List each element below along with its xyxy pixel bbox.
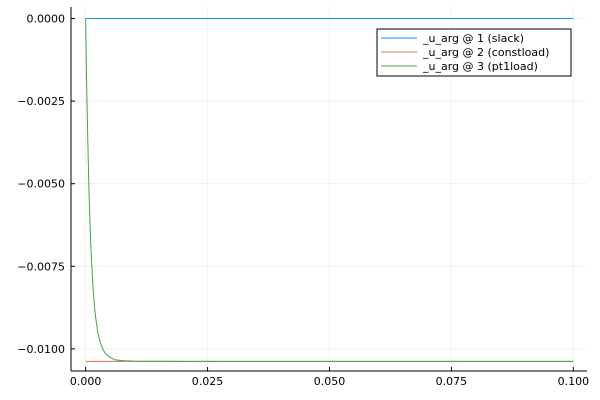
y-tick-label: −0.0050 [17,178,65,191]
x-tick-label: 0.000 [70,375,102,388]
legend-label-3: _u_arg @ 3 (pt1load) [422,60,538,73]
x-tick-label: 0.050 [314,375,346,388]
series-line-3 [85,18,574,362]
y-tick-label: −0.0075 [17,260,65,273]
legend-label-2: _u_arg @ 2 (constload) [422,46,549,59]
x-tick-label: 0.100 [558,375,590,388]
x-tick-label: 0.075 [436,375,468,388]
legend-label-1: _u_arg @ 1 (slack) [422,32,524,45]
series-group [85,18,574,362]
x-tick-label: 0.025 [192,375,224,388]
y-tick-label: 0.0000 [27,13,66,26]
ticks: 0.000 0.025 0.050 0.075 0.100 0.0000 −0.0025 −0… [17,13,589,388]
legend[interactable]: _u_arg @ 1 (slack)_u_arg @ 2 (constload)… [376,28,572,77]
y-tick-label: −0.0100 [17,343,65,356]
y-tick-label: −0.0025 [17,95,65,108]
